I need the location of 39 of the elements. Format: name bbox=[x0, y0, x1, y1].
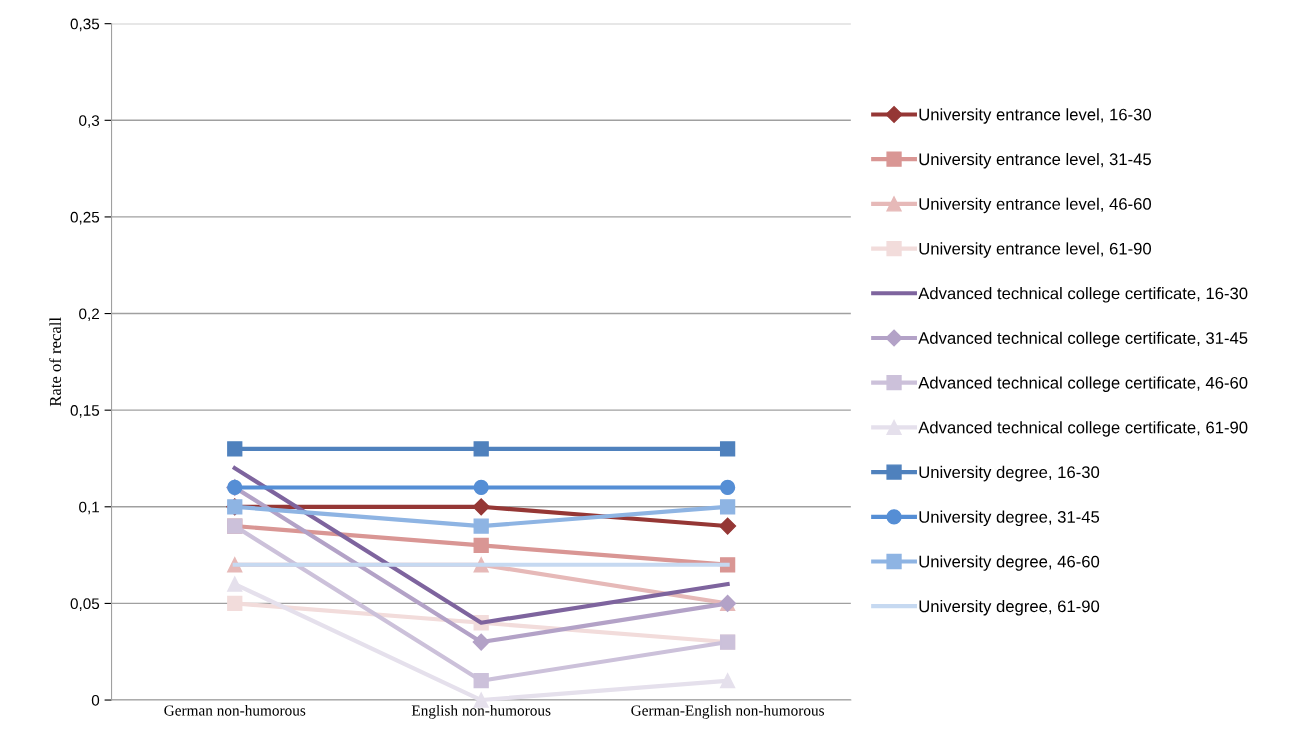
point bbox=[472, 498, 490, 516]
legend-label: University degree, 61-90 bbox=[919, 599, 1100, 616]
y-tick-label: 0,15 bbox=[70, 405, 100, 418]
y-tick-label: 0,05 bbox=[70, 598, 100, 611]
legend-label: Advanced technical college certificate, 31-45 bbox=[918, 331, 1248, 348]
point bbox=[472, 633, 490, 651]
y-tick-label: 0,35 bbox=[70, 18, 100, 32]
x-tick-label: German non-humorous bbox=[164, 704, 306, 716]
y-tick-label: 0,1 bbox=[79, 501, 99, 515]
y-tick-label: 0,25 bbox=[70, 211, 100, 225]
legend-label: Advanced technical college certificate, 46-60 bbox=[918, 376, 1248, 392]
point bbox=[227, 441, 243, 457]
legend-label: University entrance level, 31-45 bbox=[919, 152, 1151, 169]
legend-label: University degree, 46-60 bbox=[919, 555, 1100, 571]
y-tick-label: 0 bbox=[91, 694, 100, 706]
legend-label: Advanced technical college certificate, 61-90 bbox=[918, 421, 1248, 437]
point bbox=[473, 441, 489, 457]
x-tick-label: English non-humorous bbox=[411, 704, 551, 719]
point bbox=[719, 499, 736, 515]
point bbox=[719, 673, 736, 689]
legend-label: University entrance level, 46-60 bbox=[919, 197, 1152, 214]
legend-label: University degree, 31-45 bbox=[919, 510, 1100, 527]
legend-label: Advanced technical college certificate, 16-30 bbox=[918, 287, 1248, 303]
point bbox=[227, 595, 243, 612]
point bbox=[473, 673, 489, 689]
point bbox=[473, 479, 489, 496]
y-tick-label: 0,3 bbox=[79, 115, 100, 128]
legend-label: University degree, 16-30 bbox=[919, 465, 1100, 482]
point bbox=[719, 517, 737, 535]
point bbox=[719, 479, 736, 496]
y-tick-label: 0,2 bbox=[79, 308, 99, 322]
point bbox=[227, 576, 243, 592]
point bbox=[473, 537, 489, 554]
legend-label: University entrance level, 16-30 bbox=[919, 108, 1152, 124]
legend-label: University entrance level, 61-90 bbox=[919, 242, 1152, 258]
point bbox=[719, 441, 736, 457]
point bbox=[473, 518, 489, 534]
x-tick-label: German-English non-humorous bbox=[631, 704, 825, 719]
y-axis-title: Rate of recall bbox=[49, 317, 62, 407]
